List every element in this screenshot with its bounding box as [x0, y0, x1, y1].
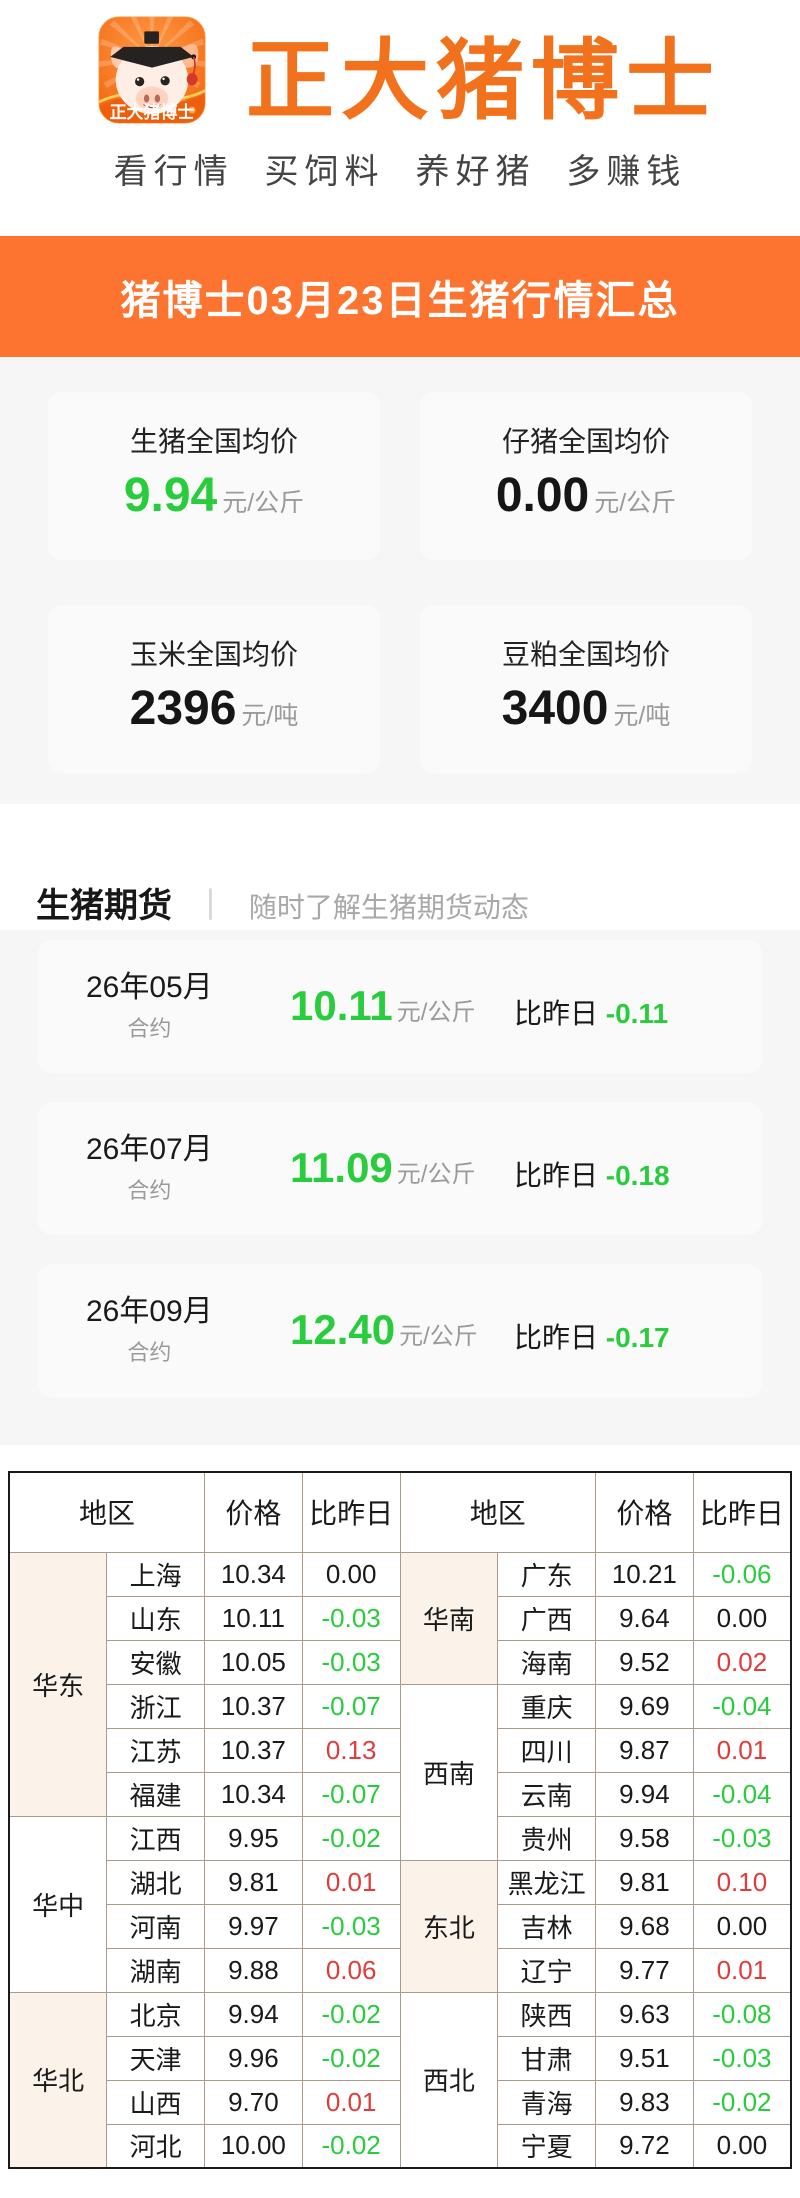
svg-text:正大猪博士: 正大猪博士 [110, 102, 195, 122]
